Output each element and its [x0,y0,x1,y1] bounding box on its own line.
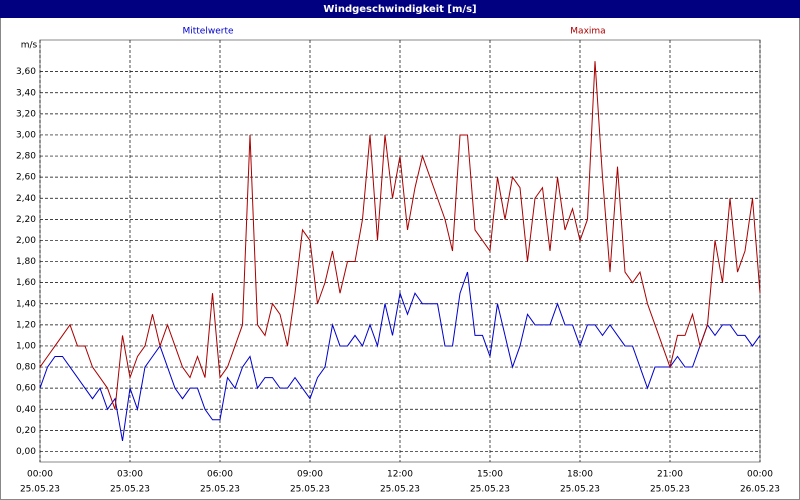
y-axis-label: m/s [21,41,38,51]
x-tick-label: 21:00 [657,470,683,480]
y-tick-label: 1,60 [16,278,36,288]
legend-entry: Mittelwerte [182,27,233,37]
x-tick-date: 25.05.23 [650,485,690,495]
x-tick-date: 26.05.23 [740,485,780,495]
x-tick-date: 25.05.23 [380,485,420,495]
y-tick-label: 0,20 [16,426,36,436]
x-tick-label: 15:00 [477,470,503,480]
x-tick-label: 00:00 [27,470,53,480]
series-line [39,61,761,410]
y-tick-label: 0,00 [16,447,36,457]
y-tick-label: 2,40 [16,194,36,204]
x-tick-date: 25.05.23 [560,485,600,495]
x-tick-date: 25.05.23 [470,485,510,495]
title-bar [0,0,800,18]
x-tick-label: 09:00 [297,470,323,480]
y-tick-label: 1,00 [16,341,36,351]
y-tick-label: 1,80 [16,257,36,267]
y-tick-label: 0,40 [16,405,36,415]
x-tick-label: 06:00 [207,470,233,480]
y-tick-label: 2,60 [16,173,36,183]
y-tick-label: 3,40 [16,88,36,98]
x-tick-label: 03:00 [117,470,143,480]
y-tick-label: 2,20 [16,215,36,225]
y-tick-label: 3,20 [16,109,36,119]
y-tick-label: 3,60 [16,67,36,77]
y-tick-label: 0,60 [16,384,36,394]
x-tick-date: 25.05.23 [110,485,150,495]
x-tick-label: 00:00 [747,470,773,480]
y-tick-label: 0,80 [16,363,36,373]
y-tick-label: 1,20 [16,320,36,330]
x-tick-date: 25.05.23 [290,485,330,495]
y-tick-label: 1,40 [16,299,36,309]
x-tick-label: 12:00 [387,470,413,480]
x-tick-date: 25.05.23 [200,485,240,495]
chart-title: Windgeschwindigkeit [m/s] [323,4,476,15]
y-tick-label: 2,00 [16,236,36,246]
y-tick-label: 3,00 [16,130,36,140]
legend-entry: Maxima [570,27,605,37]
y-tick-label: 2,80 [16,152,36,162]
x-tick-date: 25.05.23 [20,485,60,495]
x-tick-label: 18:00 [567,470,593,480]
